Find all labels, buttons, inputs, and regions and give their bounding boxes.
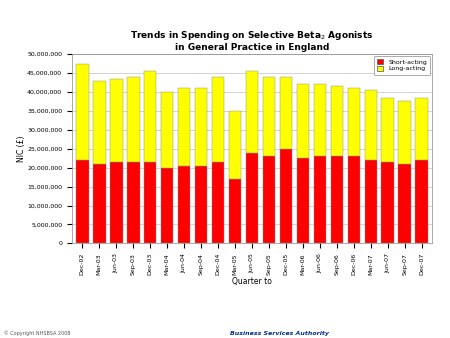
Bar	[297, 158, 309, 243]
Bar	[382, 98, 394, 162]
Bar	[212, 77, 225, 162]
Bar	[144, 162, 157, 243]
Bar	[364, 160, 377, 243]
Bar	[263, 77, 275, 156]
Bar	[76, 160, 89, 243]
Bar	[297, 84, 309, 158]
Bar	[212, 162, 225, 243]
Bar	[178, 88, 190, 166]
Bar	[127, 162, 140, 243]
Text: © Copyright NHSBSA 2008: © Copyright NHSBSA 2008	[4, 331, 71, 336]
Text: Business Services Authority: Business Services Authority	[230, 331, 328, 336]
Bar	[364, 90, 377, 160]
Bar	[110, 162, 122, 243]
Bar	[195, 88, 207, 166]
Bar	[161, 92, 173, 168]
Bar	[161, 168, 173, 243]
Bar	[93, 80, 106, 164]
Bar	[415, 98, 428, 160]
Bar	[195, 166, 207, 243]
Bar	[246, 71, 258, 152]
Bar	[279, 149, 292, 243]
Bar	[110, 79, 122, 162]
Bar	[398, 164, 411, 243]
Bar	[398, 101, 411, 164]
Bar	[263, 156, 275, 243]
Bar	[93, 164, 106, 243]
Bar	[246, 152, 258, 243]
Bar	[279, 77, 292, 149]
Bar	[127, 77, 140, 162]
Bar	[178, 166, 190, 243]
Text: NHS: NHS	[340, 321, 358, 330]
Bar	[314, 156, 326, 243]
Bar	[347, 88, 360, 156]
Bar	[314, 84, 326, 156]
Legend: Short-acting, Long-acting: Short-acting, Long-acting	[374, 56, 430, 75]
Bar	[331, 86, 343, 156]
Bar	[229, 111, 241, 179]
Bar	[331, 156, 343, 243]
Title: Trends in Spending on Selective Beta$_2$ Agonists
in General Practice in England: Trends in Spending on Selective Beta$_2$…	[130, 28, 374, 52]
Bar	[229, 179, 241, 243]
Bar	[347, 156, 360, 243]
Bar	[415, 160, 428, 243]
Y-axis label: NIC (£): NIC (£)	[17, 136, 26, 162]
Bar	[144, 71, 157, 162]
Bar	[382, 162, 394, 243]
X-axis label: Quarter to: Quarter to	[232, 277, 272, 286]
Bar	[76, 64, 89, 160]
